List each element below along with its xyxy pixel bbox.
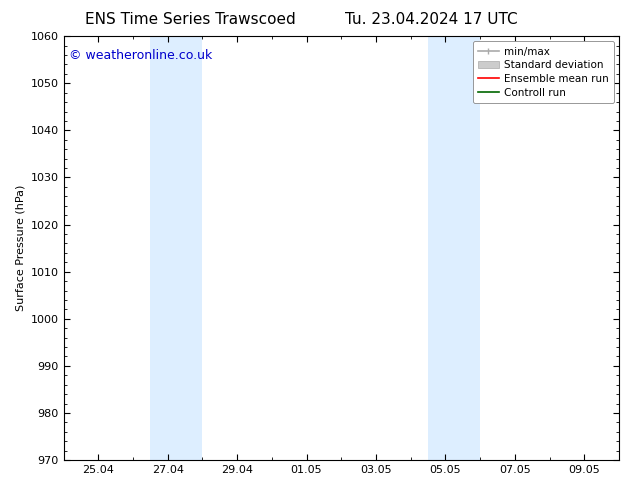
- Legend: min/max, Standard deviation, Ensemble mean run, Controll run: min/max, Standard deviation, Ensemble me…: [472, 41, 614, 103]
- Bar: [150, 36, 202, 460]
- Text: © weatheronline.co.uk: © weatheronline.co.uk: [69, 49, 212, 62]
- Text: ENS Time Series Trawscoed: ENS Time Series Trawscoed: [85, 12, 295, 27]
- Bar: [428, 36, 480, 460]
- Text: Tu. 23.04.2024 17 UTC: Tu. 23.04.2024 17 UTC: [345, 12, 517, 27]
- Y-axis label: Surface Pressure (hPa): Surface Pressure (hPa): [15, 185, 25, 311]
